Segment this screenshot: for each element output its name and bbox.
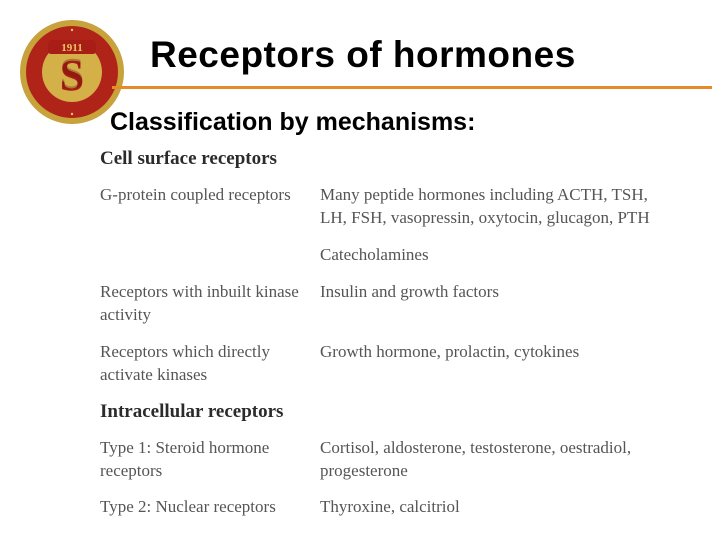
content-area: Cell surface receptors G-protein coupled… xyxy=(100,148,660,533)
table-row: Catecholamines xyxy=(100,244,660,267)
receptor-type: Type 1: Steroid hormone receptors xyxy=(100,437,320,483)
receptor-type xyxy=(100,244,320,267)
section-heading-surface: Cell surface receptors xyxy=(100,148,660,170)
receptor-type: Type 2: Nuclear receptors xyxy=(100,496,320,519)
svg-text:S: S xyxy=(60,49,84,98)
receptor-type: G-protein coupled receptors xyxy=(100,184,320,230)
table-row: Receptors which directly activate kinase… xyxy=(100,341,660,387)
receptor-type: Receptors with inbuilt kinase activity xyxy=(100,281,320,327)
page-title: Receptors of hormones xyxy=(150,34,680,76)
section-heading-intracellular: Intracellular receptors xyxy=(100,401,660,423)
hormone-examples: Thyroxine, calcitriol xyxy=(320,496,660,519)
hormone-examples: Many peptide hormones including ACTH, TS… xyxy=(320,184,660,230)
table-row: Type 1: Steroid hormone receptors Cortis… xyxy=(100,437,660,483)
hormone-examples: Cortisol, aldosterone, testosterone, oes… xyxy=(320,437,660,483)
hormone-examples: Catecholamines xyxy=(320,244,660,267)
page-subtitle: Classification by mechanisms: xyxy=(110,108,475,137)
table-row: G-protein coupled receptors Many peptide… xyxy=(100,184,660,230)
table-row: Receptors with inbuilt kinase activity I… xyxy=(100,281,660,327)
hormone-examples: Growth hormone, prolactin, cytokines xyxy=(320,341,660,387)
hormone-examples: Insulin and growth factors xyxy=(320,281,660,327)
title-underline xyxy=(112,86,712,89)
receptor-type: Receptors which directly activate kinase… xyxy=(100,341,320,387)
table-row: Type 2: Nuclear receptors Thyroxine, cal… xyxy=(100,496,660,519)
title-block: Receptors of hormones xyxy=(150,34,680,76)
